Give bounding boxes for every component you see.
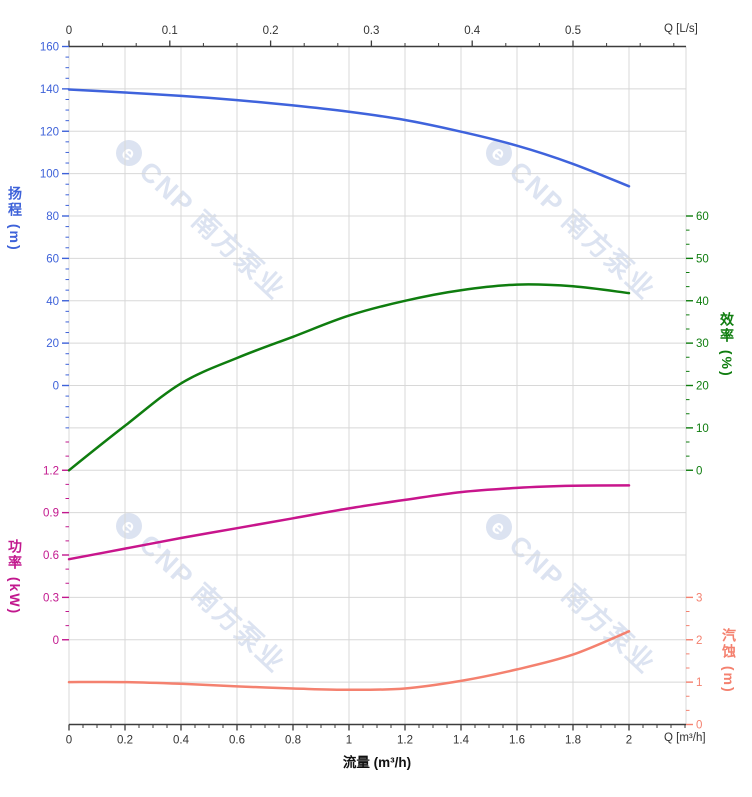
power-axis: 1.2 0.9 0.6 0.3 0 <box>43 441 69 647</box>
efficiency-axis-title: 效率 (%) <box>719 312 735 378</box>
efficiency-tick-label: 30 <box>696 338 709 350</box>
power-curve <box>67 484 631 561</box>
head-tick-label: 120 <box>40 126 59 138</box>
head-tick-label: 40 <box>46 296 59 308</box>
npsh-curve <box>67 630 631 692</box>
bottom-tick-label: 1.4 <box>453 735 470 747</box>
top-axis-unit-label: Q [L/s] <box>664 23 698 35</box>
watermark-text: CNP 南方泵业 <box>503 529 662 680</box>
power-axis-title: 功率 (kW) <box>7 539 23 616</box>
power-tick-label: 0.3 <box>43 592 59 604</box>
watermark-logo-icon <box>116 513 142 539</box>
curves <box>67 88 631 692</box>
efficiency-tick-label: 20 <box>696 381 709 393</box>
head-tick-label: 160 <box>40 42 59 54</box>
power-tick-label: 1.2 <box>43 465 59 477</box>
npsh-tick-label: 3 <box>696 592 702 604</box>
watermark-logo-icon <box>486 514 512 540</box>
npsh-tick-label: 2 <box>696 635 702 647</box>
watermark-logo-icon <box>116 140 142 166</box>
top-tick-label: 0.4 <box>464 25 481 37</box>
flow-axis-title: 流量 (m³/h) <box>342 755 412 770</box>
bottom-tick-label: 1 <box>346 735 352 747</box>
bottom-tick-label: 0.2 <box>117 735 133 747</box>
efficiency-tick-label: 60 <box>696 211 709 223</box>
efficiency-curve <box>67 283 631 472</box>
npsh-axis-title: 汽蚀 (m) <box>721 628 737 694</box>
npsh-tick-label: 1 <box>696 677 702 689</box>
head-tick-label: 60 <box>46 253 59 265</box>
watermark-text: CNP 南方泵业 <box>133 155 292 306</box>
bottom-tick-label: 0.8 <box>285 735 301 747</box>
head-tick-label: 80 <box>46 211 59 223</box>
head-tick-label: 140 <box>40 84 59 96</box>
gridlines <box>68 46 687 725</box>
watermark-text: CNP 南方泵业 <box>133 528 292 679</box>
efficiency-tick-label: 40 <box>696 296 709 308</box>
head-curve <box>67 88 631 188</box>
bottom-tick-label: 0.6 <box>229 735 245 747</box>
bottom-tick-label: 1.6 <box>509 735 525 747</box>
bottom-tick-label: 2 <box>626 735 632 747</box>
efficiency-tick-label: 50 <box>696 253 709 265</box>
head-tick-label: 20 <box>46 338 59 350</box>
head-tick-label: 100 <box>40 169 59 181</box>
top-tick-label: 0 <box>66 25 72 37</box>
efficiency-tick-label: 0 <box>696 465 702 477</box>
efficiency-axis: 60 50 40 30 20 10 0 <box>686 211 709 477</box>
power-tick-label: 0 <box>53 635 59 647</box>
bottom-tick-label: 0.4 <box>173 735 190 747</box>
npsh-tick-label: 0 <box>696 720 702 732</box>
top-tick-label: 0.1 <box>162 25 178 37</box>
power-tick-label: 0.6 <box>43 550 59 562</box>
efficiency-tick-label: 10 <box>696 423 709 435</box>
bottom-tick-label: 0 <box>66 735 72 747</box>
head-tick-label: 0 <box>53 381 59 393</box>
head-axis: 160 140 120 100 80 60 40 20 0 <box>40 42 69 429</box>
bottom-tick-label: 1.2 <box>397 735 413 747</box>
head-axis-title: 扬程 (m) <box>7 186 23 252</box>
power-tick-label: 0.9 <box>43 508 59 520</box>
top-tick-label: 0.2 <box>263 25 279 37</box>
npsh-axis: 3 2 1 0 <box>686 592 702 732</box>
bottom-tick-label: 1.8 <box>565 735 581 747</box>
bottom-axis: 0 0.2 0.4 0.6 0.8 1 1.2 1.4 1.6 1.8 2 <box>66 724 686 747</box>
watermark-logo-icon <box>486 140 512 166</box>
top-tick-label: 0.3 <box>363 25 379 37</box>
top-axis: 0 0.1 0.2 0.3 0.4 0.5 <box>66 25 675 47</box>
bottom-axis-unit-label: Q [m³/h] <box>664 732 706 744</box>
top-tick-label: 0.5 <box>565 25 581 37</box>
